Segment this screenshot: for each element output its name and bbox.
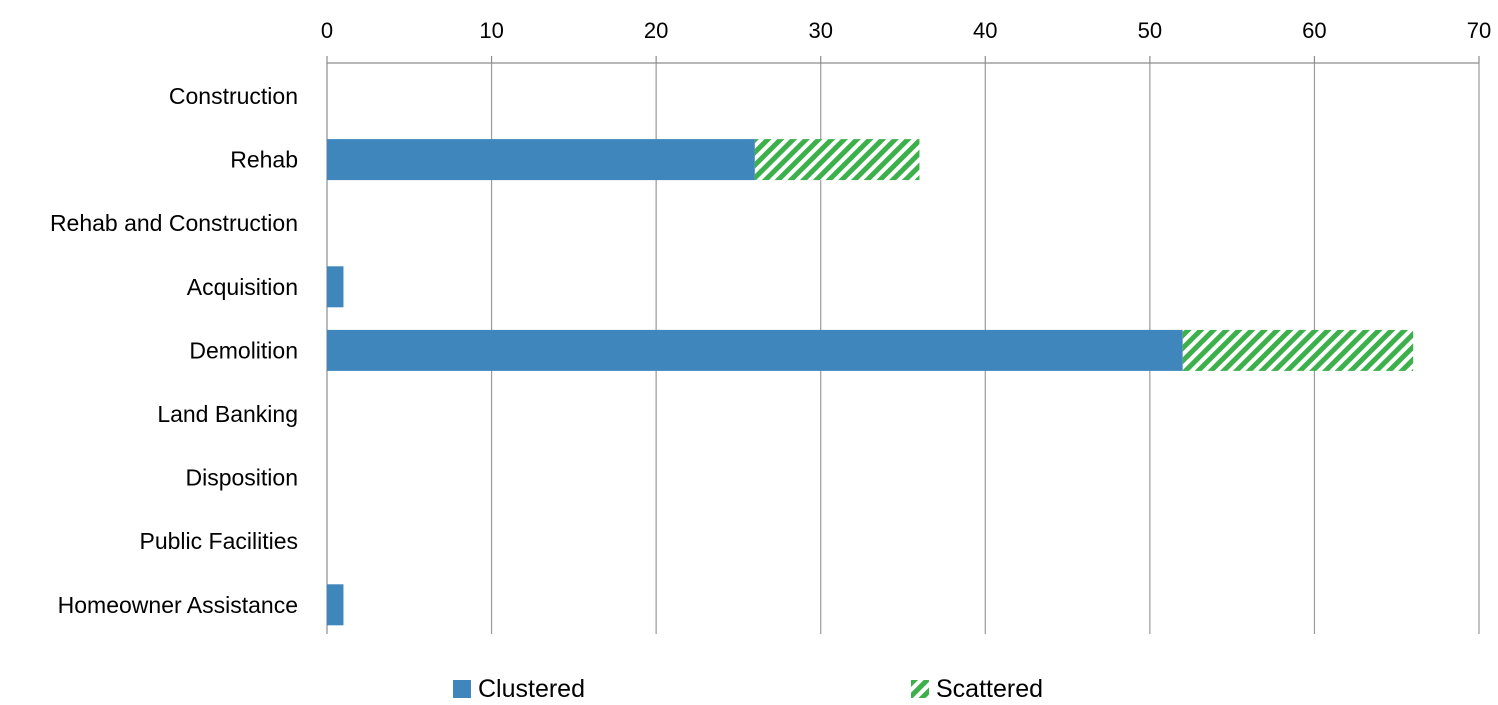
- category-label: Land Banking: [157, 401, 298, 427]
- bars: [327, 139, 1414, 626]
- x-tick-label: 70: [1467, 18, 1491, 43]
- category-label: Demolition: [189, 337, 298, 363]
- x-tick-label: 60: [1302, 18, 1326, 43]
- bar-clustered: [327, 329, 1183, 371]
- x-tick-label: 20: [644, 18, 668, 43]
- bar-clustered: [327, 584, 344, 626]
- x-tick-label: 40: [973, 18, 997, 43]
- category-label: Acquisition: [187, 274, 298, 300]
- bar-clustered: [327, 266, 344, 308]
- x-tick-label: 10: [479, 18, 503, 43]
- bar-scattered: [754, 139, 920, 181]
- legend: Clustered Scattered: [453, 675, 1043, 703]
- x-tick-label: 0: [321, 18, 333, 43]
- category-label: Rehab and Construction: [50, 210, 298, 236]
- x-tick-label: 50: [1138, 18, 1162, 43]
- legend-label-scattered: Scattered: [936, 675, 1043, 700]
- legend-label-clustered: Clustered: [478, 675, 585, 700]
- category-label: Public Facilities: [140, 528, 299, 554]
- category-label: Disposition: [186, 465, 299, 491]
- legend-swatch-clustered: [453, 680, 471, 698]
- category-label: Rehab: [230, 147, 298, 173]
- category-label: Construction: [169, 83, 298, 109]
- category-label: Homeowner Assistance: [58, 592, 298, 618]
- legend-swatch-scattered: [911, 680, 929, 698]
- bar-scattered: [1182, 329, 1414, 371]
- x-axis-tick-labels: 0 10 20 30 40 50 60 70: [321, 18, 1491, 43]
- category-labels: Construction Rehab Rehab and Construction A…: [50, 83, 298, 618]
- x-tick-label: 30: [808, 18, 832, 43]
- bar-clustered: [327, 139, 755, 181]
